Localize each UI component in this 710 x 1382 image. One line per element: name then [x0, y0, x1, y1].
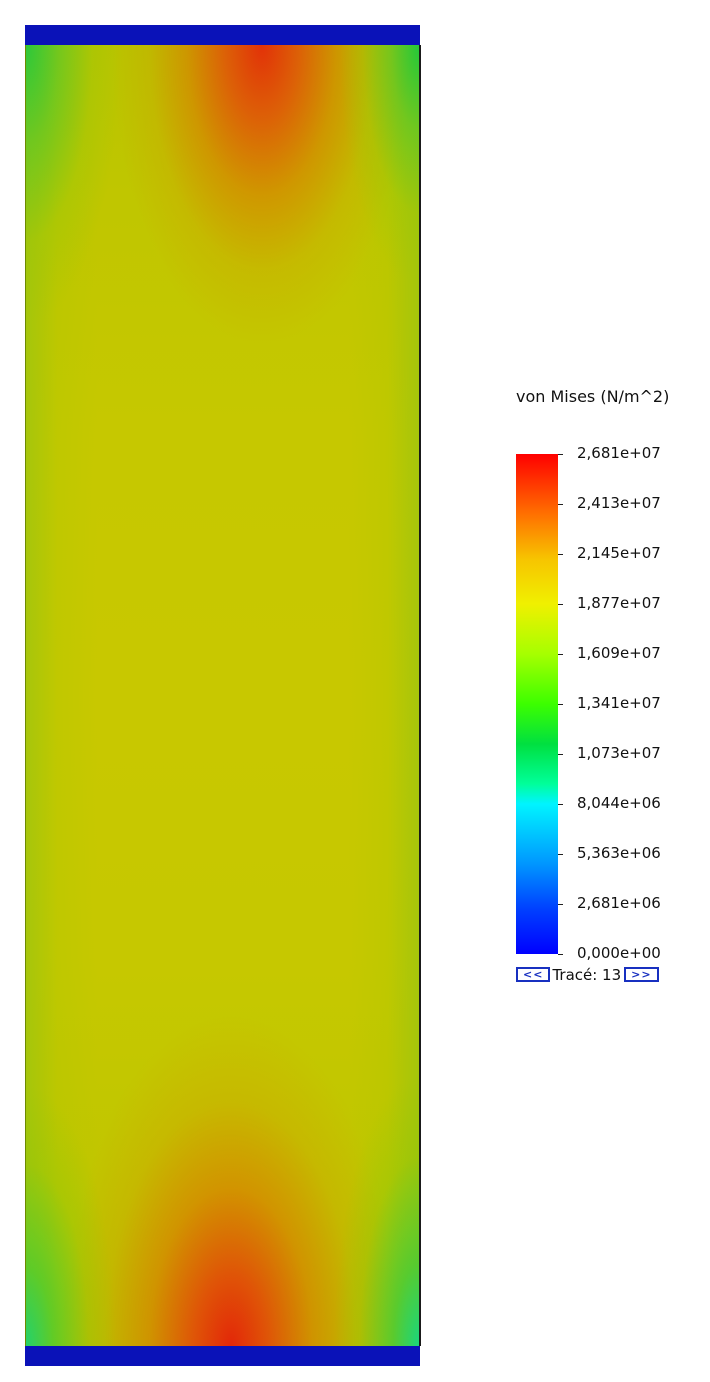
- legend-tick-mark: [558, 854, 563, 855]
- trace-label: Tracé: 13: [552, 965, 622, 984]
- legend-tick-mark: [558, 604, 563, 605]
- top-plate: [25, 25, 420, 45]
- legend-tick-mark: [558, 904, 563, 905]
- next-plot-button[interactable]: >>: [624, 967, 659, 982]
- legend-tick-label: 8,044e+06: [577, 794, 661, 812]
- legend-tick-label: 1,073e+07: [577, 744, 661, 762]
- legend-tick-label: 5,363e+06: [577, 844, 661, 862]
- legend-tick-label: 2,681e+06: [577, 894, 661, 912]
- legend-tick-label: 0,000e+00: [577, 944, 661, 962]
- legend-tick-mark: [558, 554, 563, 555]
- legend-colorbar: [516, 454, 558, 954]
- beam-body: [25, 45, 421, 1346]
- previous-plot-button[interactable]: <<: [516, 967, 551, 982]
- legend-tick-mark: [558, 454, 563, 455]
- stress-plot-model[interactable]: [25, 25, 421, 1366]
- legend-tick-label: 2,413e+07: [577, 494, 661, 512]
- legend-tick-mark: [558, 804, 563, 805]
- legend-tick-mark: [558, 754, 563, 755]
- legend-tick-label: 1,341e+07: [577, 694, 661, 712]
- trace-navigator: << Tracé: 13 >>: [516, 964, 659, 984]
- legend-tick-mark: [558, 654, 563, 655]
- legend-tick-mark: [558, 504, 563, 505]
- legend-tick-mark: [558, 954, 563, 955]
- legend-tick-label: 1,609e+07: [577, 644, 661, 662]
- legend-tick-mark: [558, 704, 563, 705]
- legend-tick-label: 2,681e+07: [577, 444, 661, 462]
- legend-tick-label: 1,877e+07: [577, 594, 661, 612]
- legend-title: von Mises (N/m^2): [516, 387, 670, 406]
- bottom-plate: [25, 1346, 420, 1366]
- stress-low-bottom-right: [26, 45, 419, 1346]
- legend-tick-label: 2,145e+07: [577, 544, 661, 562]
